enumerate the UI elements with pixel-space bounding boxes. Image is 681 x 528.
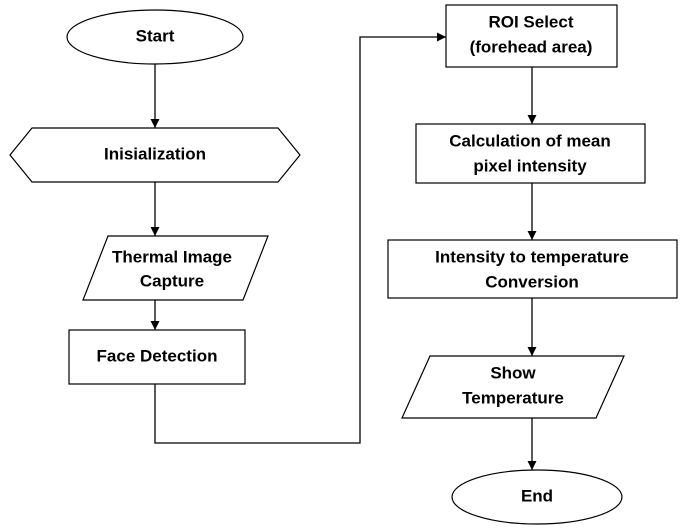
arrow xyxy=(154,32,446,444)
node-label: Capture xyxy=(140,271,204,290)
init-hexagon xyxy=(9,127,301,183)
show-io xyxy=(401,355,625,419)
node-label: Thermal Image xyxy=(112,247,232,266)
node-label: Show xyxy=(490,363,536,382)
node-label: Calculation of mean xyxy=(449,131,611,150)
node-label: Conversion xyxy=(485,272,579,291)
face-process xyxy=(68,329,246,385)
node-label: (forehead area) xyxy=(470,37,593,56)
capture-io xyxy=(82,235,269,301)
node-label: Inisialization xyxy=(104,144,206,163)
node-label: Temperature xyxy=(462,388,564,407)
roi-process xyxy=(445,4,618,68)
node-label: Face Detection xyxy=(97,346,218,365)
node-label: Start xyxy=(136,26,175,45)
start-terminal xyxy=(66,9,244,65)
node-label: ROI Select xyxy=(488,12,573,31)
conversion-process xyxy=(387,239,678,299)
calc-process xyxy=(415,123,646,184)
node-label: End xyxy=(521,486,553,505)
node-label: Intensity to temperature xyxy=(435,247,629,266)
end-terminal xyxy=(451,469,623,525)
connectors xyxy=(150,32,537,470)
node-label: pixel intensity xyxy=(473,156,587,175)
